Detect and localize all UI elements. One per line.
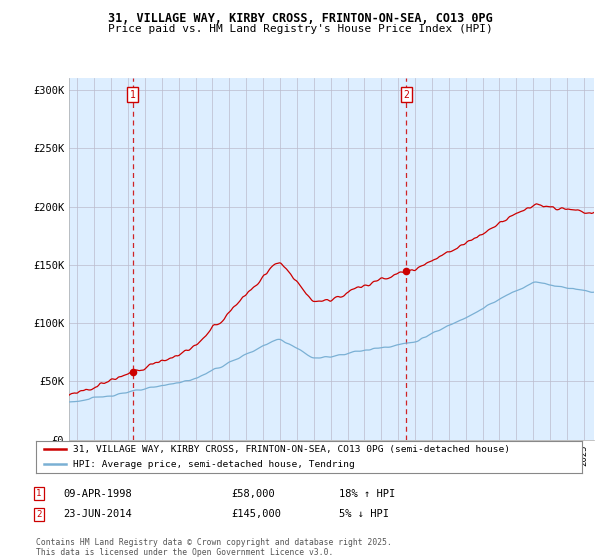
- Text: 18% ↑ HPI: 18% ↑ HPI: [339, 489, 395, 499]
- Text: Price paid vs. HM Land Registry's House Price Index (HPI): Price paid vs. HM Land Registry's House …: [107, 24, 493, 34]
- Text: £145,000: £145,000: [231, 509, 281, 519]
- Text: 5% ↓ HPI: 5% ↓ HPI: [339, 509, 389, 519]
- Text: 23-JUN-2014: 23-JUN-2014: [63, 509, 132, 519]
- Text: 09-APR-1998: 09-APR-1998: [63, 489, 132, 499]
- Text: 2: 2: [37, 510, 41, 519]
- Text: Contains HM Land Registry data © Crown copyright and database right 2025.
This d: Contains HM Land Registry data © Crown c…: [36, 538, 392, 557]
- Text: 1: 1: [130, 90, 136, 100]
- Text: 1: 1: [37, 489, 41, 498]
- Text: 2: 2: [403, 90, 409, 100]
- Text: 31, VILLAGE WAY, KIRBY CROSS, FRINTON-ON-SEA, CO13 0PG (semi-detached house): 31, VILLAGE WAY, KIRBY CROSS, FRINTON-ON…: [73, 445, 510, 454]
- Text: £58,000: £58,000: [231, 489, 275, 499]
- Text: 31, VILLAGE WAY, KIRBY CROSS, FRINTON-ON-SEA, CO13 0PG: 31, VILLAGE WAY, KIRBY CROSS, FRINTON-ON…: [107, 12, 493, 25]
- Text: HPI: Average price, semi-detached house, Tendring: HPI: Average price, semi-detached house,…: [73, 460, 355, 469]
